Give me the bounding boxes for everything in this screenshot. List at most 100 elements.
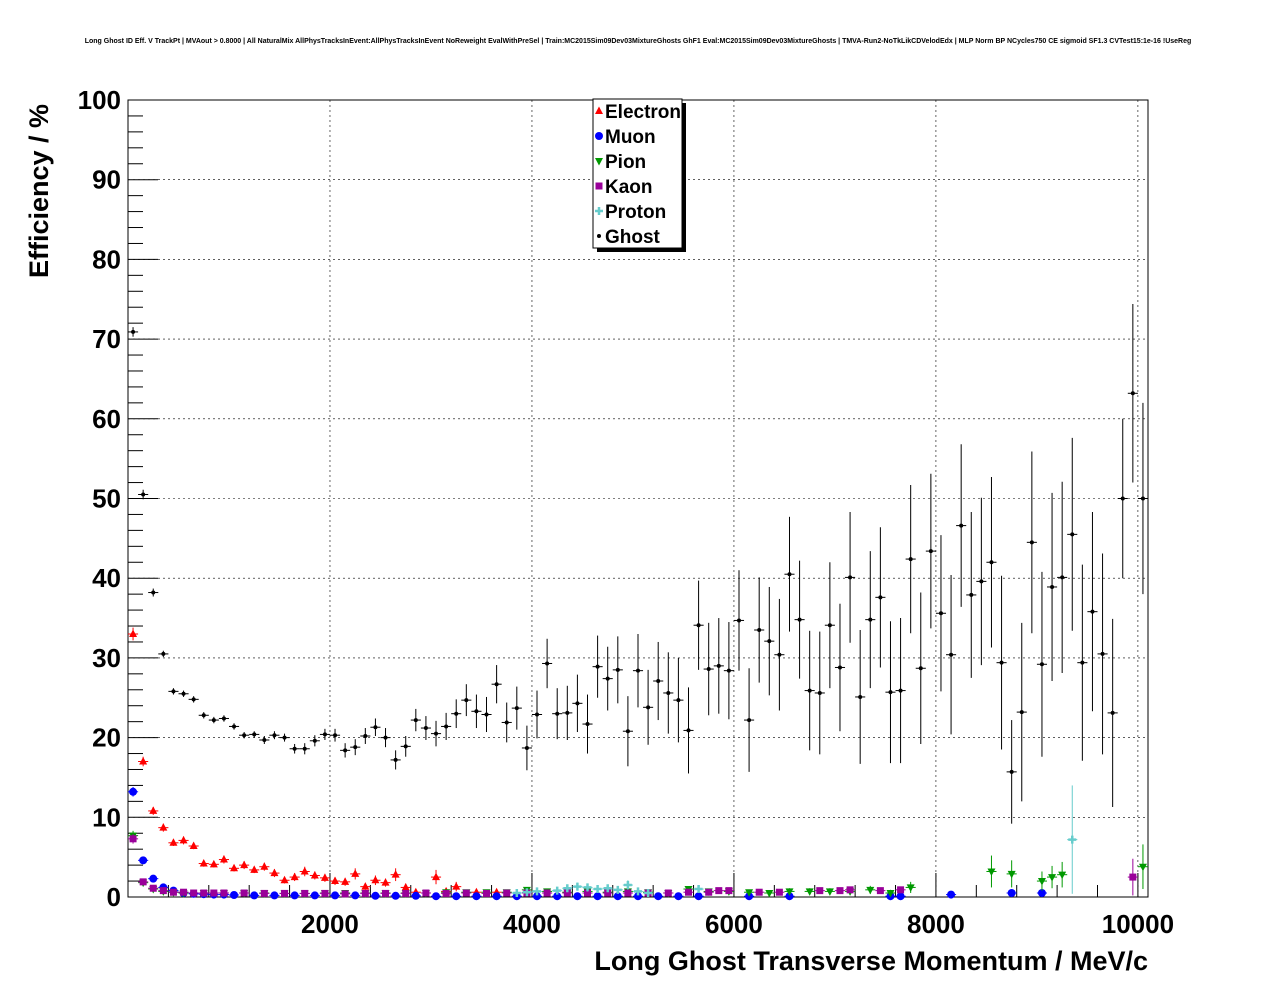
data-point [757,628,762,633]
data-point [351,869,360,877]
data-point [230,891,239,900]
data-point [846,886,854,894]
data-point [504,720,509,725]
data-point [343,748,348,753]
data-point [755,888,763,896]
marker-cross [573,882,582,891]
data-point [615,667,620,672]
data-point [634,887,642,896]
data-point [898,688,903,693]
data-point [686,728,691,733]
legend-label-kaon: Kaon [605,177,653,198]
data-point [139,856,148,865]
data-point [149,884,157,892]
x-tick-label: 2000 [301,909,359,939]
data-point [573,892,582,901]
x-tick-label: 10000 [1102,909,1174,939]
data-point [696,623,701,628]
data-point [240,889,248,897]
y-tick-label: 20 [92,723,121,753]
data-point [684,888,692,896]
data-point [888,690,893,695]
data-point [411,891,420,900]
data-point [129,629,138,637]
legend-label-electron: Electron [605,102,681,123]
data-point [573,882,582,891]
y-tick-label: 40 [92,563,121,593]
data-point [623,881,632,890]
data-point [310,891,319,900]
data-point [403,744,408,749]
data-point [543,889,551,897]
data-point [797,617,802,622]
data-point [270,868,279,877]
data-point [694,885,703,894]
data-point [312,738,317,743]
marker-cross [634,887,642,896]
data-point [432,892,441,901]
x-tick-label: 4000 [503,909,561,939]
data-point [694,892,703,901]
legend-label-pion: Pion [605,152,646,173]
data-point [545,661,550,666]
data-point [785,888,794,896]
data-point [452,882,461,890]
data-point [310,870,319,879]
data-point [371,891,380,900]
data-point [666,690,671,695]
data-point [866,886,875,895]
data-point [331,876,340,885]
data-point [383,735,388,740]
chart-title: Long Ghost ID Eff. V TrackPt | MVAout > … [85,38,1192,45]
data-point [252,732,257,737]
legend-marker-ghost [597,234,601,238]
data-point [787,572,792,577]
data-point [585,722,590,727]
legend-label-proton: Proton [605,202,666,223]
data-point [644,889,653,898]
data-point [817,690,822,695]
data-point [434,731,439,736]
legend-marker-pion [595,158,603,166]
data-point [171,689,176,694]
data-point [775,888,783,896]
marker-cross [512,889,521,898]
legend-marker-muon [595,132,603,140]
data-point [240,860,249,869]
data-point [423,726,428,731]
x-tick-label: 8000 [907,909,965,939]
data-point [492,892,501,901]
data-point [333,733,338,738]
data-point [1130,391,1135,396]
data-point [1140,496,1145,501]
marker-cross [694,885,703,894]
data-point [474,709,479,714]
data-point [563,884,572,893]
data-point [1068,835,1077,844]
data-point [726,668,731,673]
data-point [191,697,196,702]
x-axis-title: Long Ghost Transverse Momentum / MeV/c [594,946,1148,976]
data-point [827,623,832,628]
data-point [897,886,905,894]
data-point [290,872,299,881]
data-point [230,863,239,872]
data-point [1090,609,1095,614]
data-point [928,549,933,554]
data-point [149,874,158,883]
marker-cross [553,886,562,895]
data-point [535,712,540,717]
data-point [593,892,602,901]
data-point [260,862,269,870]
data-point [232,724,237,729]
data-point [322,732,327,737]
data-point [139,757,148,765]
marker-cross [583,883,592,892]
data-point [906,884,915,892]
data-point [878,595,883,600]
data-point [351,891,360,900]
data-point [705,888,713,896]
marker-cross [563,884,572,893]
data-point [201,713,206,718]
data-point [159,823,168,831]
